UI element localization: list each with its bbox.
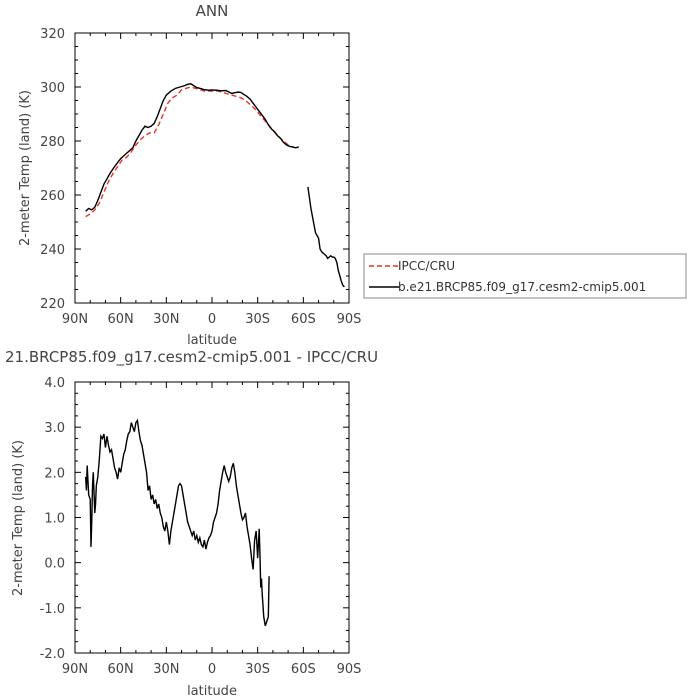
legend-box (363, 253, 687, 299)
y-tick-label: 220 (40, 297, 65, 312)
x-tick-label: 0 (208, 312, 216, 327)
top-chart-y-axis-label: 2-meter Temp (land) (K) (18, 90, 33, 246)
bottom-chart-y-axis-label: 2-meter Temp (land) (K) (11, 440, 26, 596)
y-tick-label: 280 (40, 135, 65, 150)
y-tick-label: 300 (40, 81, 65, 96)
y-tick-label: 2.0 (44, 466, 65, 481)
y-tick-label: 240 (40, 243, 65, 258)
y-tick-label: 0.0 (44, 557, 65, 572)
x-tick-label: 90N (62, 662, 88, 677)
legend-label-ipcc-cru: IPCC/CRU (398, 259, 455, 273)
x-tick-label: 90N (62, 312, 88, 327)
bottom-chart-title: 21.BRCP85.f09_g17.cesm2-cmip5.001 - IPCC… (5, 348, 378, 367)
bottom-chart-x-axis: 90N 60N 30N 0 30S 60S 90S (62, 382, 362, 677)
top-chart-series-group (85, 83, 345, 288)
x-tick-label: 60S (291, 312, 316, 327)
top-chart-x-axis: 90N 60N 30N 0 30S 60S 90S (62, 33, 362, 327)
series-line-0-0 (85, 86, 295, 218)
series-line-0-2 (307, 186, 345, 288)
x-tick-label: 30S (245, 662, 270, 677)
series-line-1-0 (84, 418, 270, 627)
x-tick-label: 60N (108, 312, 134, 327)
y-tick-label: 260 (40, 189, 65, 204)
x-tick-label: 30S (245, 312, 270, 327)
top-chart-title: ANN (196, 2, 229, 20)
x-tick-label: 30N (153, 662, 179, 677)
series-line-0-1 (85, 83, 299, 212)
y-tick-label: -2.0 (40, 647, 65, 662)
top-chart-x-axis-label: latitude (187, 333, 237, 348)
top-chart-y-axis: 220 240 260 280 300 320 (40, 27, 349, 312)
x-tick-label: 90S (337, 312, 362, 327)
top-chart: ANN 90N 60N 30N 0 30S 60S 90S 220 240 260 280 300 3… (18, 2, 361, 348)
bottom-chart-x-axis-label: latitude (187, 684, 237, 699)
y-tick-label: 1.0 (44, 512, 65, 527)
bottom-chart-y-axis: -2.0 -1.0 0.0 1.0 2.0 3.0 4.0 (40, 376, 349, 662)
x-tick-label: 30N (153, 312, 179, 327)
bottom-chart: 21.BRCP85.f09_g17.cesm2-cmip5.001 - IPCC… (5, 348, 378, 699)
x-tick-label: 60N (108, 662, 134, 677)
bottom-chart-series-group (84, 418, 270, 627)
bottom-chart-plot-area (74, 381, 350, 654)
x-tick-label: 90S (337, 662, 362, 677)
legend: IPCC/CRU b.e21.BRCP85.f09_g17.cesm2-cmip… (363, 253, 687, 299)
legend-label-model: b.e21.BRCP85.f09_g17.cesm2-cmip5.001 (398, 280, 646, 294)
y-tick-label: 3.0 (44, 421, 65, 436)
y-tick-label: -1.0 (40, 602, 65, 617)
y-tick-label: 320 (40, 27, 65, 42)
x-tick-label: 60S (291, 662, 316, 677)
x-tick-label: 0 (208, 662, 216, 677)
y-tick-label: 4.0 (44, 376, 65, 391)
